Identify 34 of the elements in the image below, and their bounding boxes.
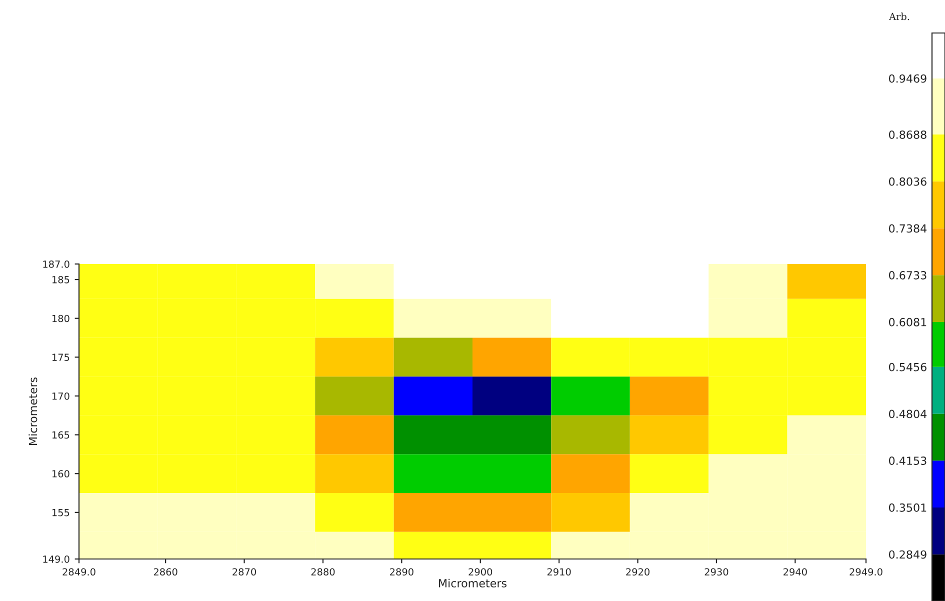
y-tick-label: 187.0	[43, 260, 70, 268]
color-bar-label: 0.8036	[888, 177, 926, 186]
y-tick-label: 149.0	[43, 555, 70, 563]
color-bar-label: 0.6733	[888, 271, 926, 280]
x-axis-title: Micrometers	[439, 578, 507, 588]
x-tick-label: 2890	[390, 568, 414, 576]
x-tick-label: 2870	[232, 568, 256, 576]
color-bar-label: 0.6081	[888, 318, 926, 326]
y-tick-label: 175	[52, 354, 70, 361]
y-tick-label: 185	[52, 276, 70, 284]
x-tick-label: 2949.0	[850, 568, 882, 576]
y-tick-label: 180	[52, 314, 70, 322]
x-tick-label: 2910	[547, 568, 571, 576]
x-tick-label: 2930	[704, 568, 728, 576]
x-tick-label: 2860	[154, 568, 178, 576]
x-tick-label: 2940	[784, 568, 807, 576]
color-bar-label: 0.4153	[888, 456, 926, 465]
y-tick-label: 160	[52, 470, 70, 478]
x-tick-label: 2880	[311, 568, 335, 576]
color-bar-label: 0.7384	[888, 224, 927, 233]
y-tick-label: 155	[52, 509, 70, 516]
color-bar-title: Arb.	[888, 12, 910, 20]
x-tick-label: 2920	[626, 568, 650, 576]
color-bar-label: 0.3501	[888, 503, 926, 512]
color-bar-label: 0.4804	[888, 410, 927, 418]
color-bar-label: 0.5456	[888, 362, 926, 372]
color-bar-label: 0.9469	[888, 74, 926, 83]
x-tick-label: 2900	[468, 568, 492, 576]
y-tick-label: 165	[52, 431, 70, 439]
color-bar-label: 0.8688	[888, 130, 926, 139]
y-axis-title: Micrometers	[28, 377, 38, 445]
color-bar-label: 0.2849	[888, 550, 926, 559]
x-tick-label: 2849.0	[62, 568, 96, 576]
y-tick-label: 170	[52, 392, 70, 400]
